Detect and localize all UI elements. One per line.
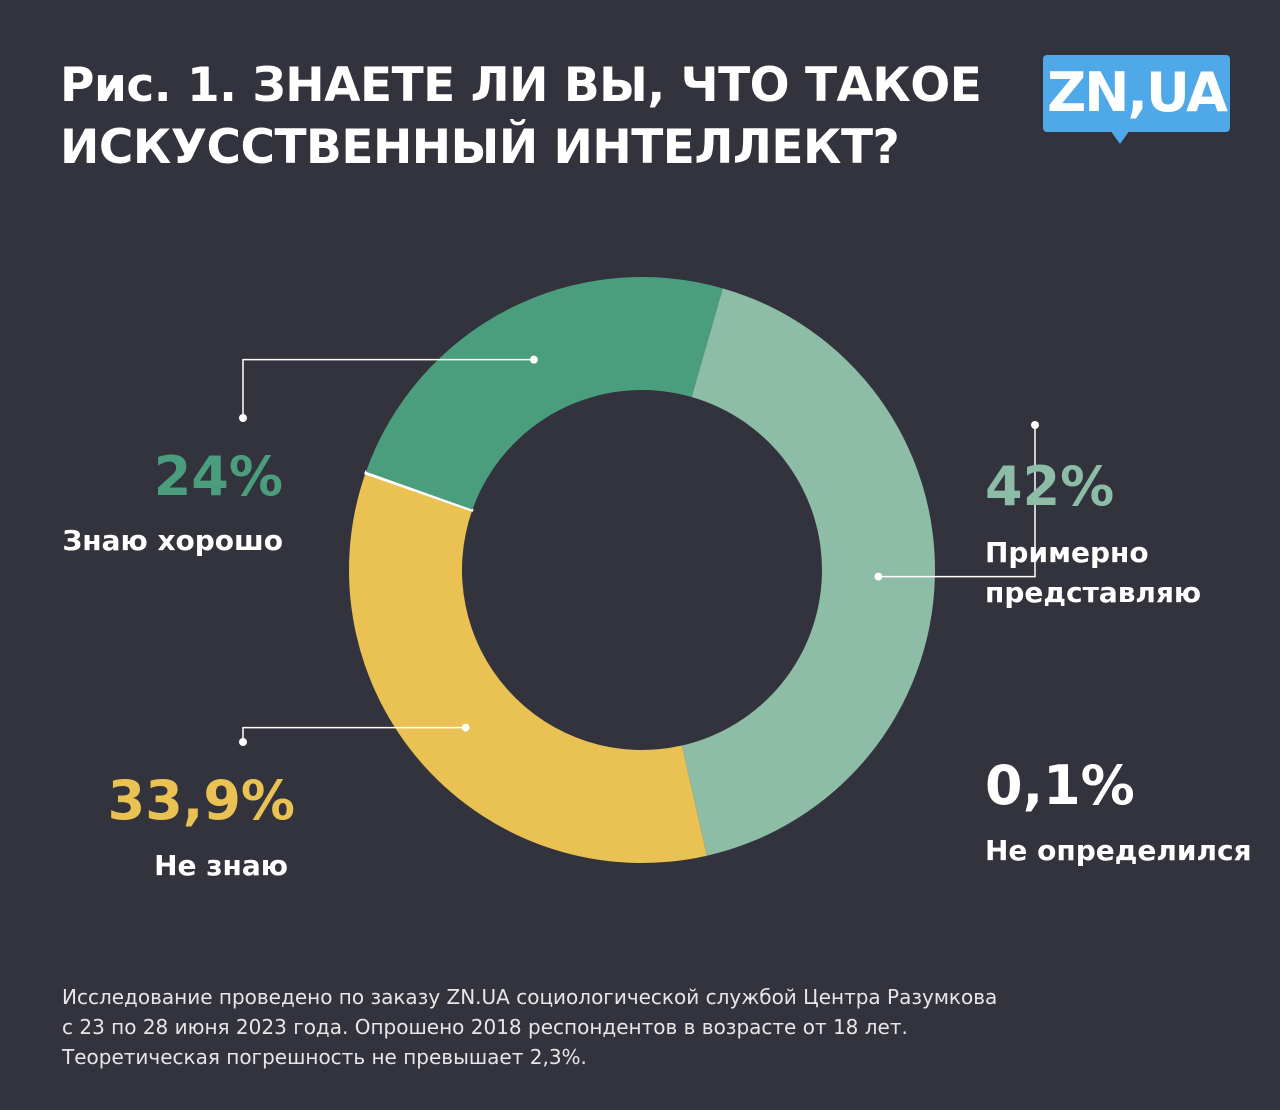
footnote: Теоретическая погрешность не превышает 2… [62, 1045, 587, 1069]
value-label: 33,9% [107, 769, 295, 832]
leader-line [242, 726, 466, 742]
donut-slice [681, 288, 936, 856]
leader-dot [239, 738, 247, 746]
leader-dot [1031, 421, 1039, 429]
donut-slice [364, 470, 474, 512]
logo: ZN,UA [1043, 55, 1230, 132]
category-label: Примерно представляю [985, 536, 1202, 609]
donut-slice [365, 277, 723, 510]
value-label: 24% [153, 445, 283, 508]
leader-line [878, 425, 1036, 578]
leader-dot [461, 723, 470, 732]
value-label: 0,1% [985, 754, 1135, 817]
value-label: 42% [985, 455, 1115, 518]
category-label: Знаю хорошо [62, 524, 283, 557]
chart-title: ИСКУССТВЕННЫЙ ИНТЕЛЛЕКТ? [60, 120, 900, 175]
footnote: Исследование проведено по заказу ZN.UA с… [62, 985, 998, 1009]
logo-tail [1110, 130, 1130, 144]
leader-dot [874, 572, 883, 581]
leader-dot [239, 414, 247, 422]
leader-dot [529, 355, 538, 364]
logo-text: ZN,UA [1047, 61, 1228, 124]
category-label: Не определился [985, 834, 1252, 867]
donut-slice [349, 473, 707, 863]
footnote: с 23 по 28 июня 2023 года. Опрошено 2018… [62, 1015, 908, 1039]
category-label: Не знаю [154, 849, 288, 882]
leader-line [242, 358, 534, 418]
chart-title: Рис. 1. ЗНАЕТЕ ЛИ ВЫ, ЧТО ТАКОЕ [60, 58, 982, 113]
